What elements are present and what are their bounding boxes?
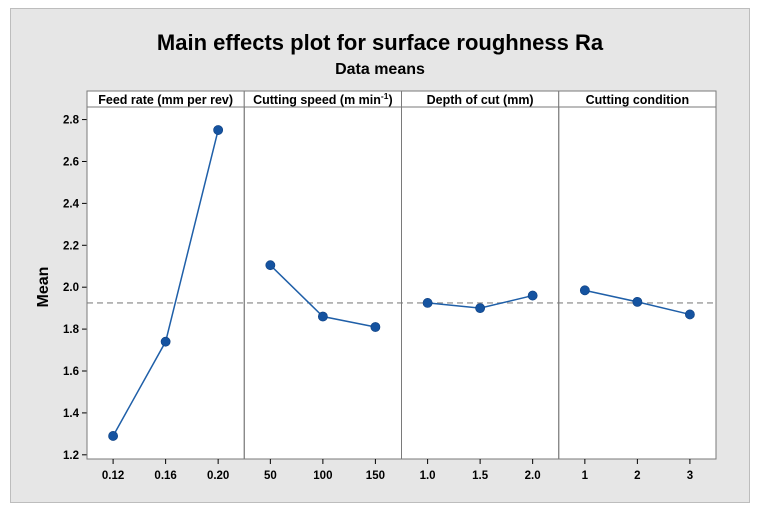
y-tick-label: 2.4 — [63, 198, 80, 210]
chart-subtitle: Data means — [335, 61, 425, 78]
x-tick-label: 50 — [264, 470, 277, 482]
x-tick-label: 1.5 — [472, 470, 489, 482]
data-point — [422, 298, 433, 308]
y-tick-label: 2.0 — [63, 282, 79, 294]
x-tick-label: 100 — [313, 470, 332, 482]
data-point — [265, 260, 276, 271]
x-tick-label: 2 — [634, 470, 640, 482]
panel-label-superscript: -1 — [381, 91, 389, 101]
x-tick-label: 2.0 — [525, 470, 541, 482]
panel-label-text: Cutting condition — [586, 93, 689, 107]
panel-label: Depth of cut (mm) — [427, 93, 534, 107]
x-tick-label: 0.20 — [207, 470, 229, 482]
data-point — [632, 296, 643, 307]
data-point — [684, 309, 695, 320]
data-point — [475, 303, 486, 314]
chart-title: Main effects plot for surface roughness … — [157, 30, 604, 55]
data-point — [579, 285, 590, 296]
plot-area: 1.2 1.4 1.6 1.8 2.0 2.2 2.4 2.6 2.8 Feed rate (mm… — [63, 90, 717, 482]
panel-label: Cutting condition — [586, 93, 689, 107]
data-point — [160, 336, 171, 347]
y-tick-label: 1.8 — [63, 324, 80, 336]
data-point — [108, 431, 119, 441]
data-point — [527, 290, 538, 301]
y-tick-label: 2.8 — [63, 115, 80, 127]
data-point — [213, 125, 224, 135]
panel-label-text: Feed rate (mm per rev) — [98, 93, 233, 107]
x-tick-label: 150 — [366, 470, 385, 482]
data-point — [317, 311, 328, 322]
x-tick-label: 0.12 — [102, 470, 124, 482]
data-point — [370, 322, 381, 332]
panel-label-text: Cutting speed (m min — [253, 93, 381, 107]
y-axis-title: Mean — [35, 267, 52, 308]
x-tick-label: 1 — [582, 470, 589, 482]
x-tick-label: 0.16 — [154, 470, 176, 482]
panel-label: Cutting speed (m min-1) — [253, 91, 393, 107]
panel-label: Feed rate (mm per rev) — [98, 93, 233, 107]
x-tick-label: 3 — [687, 470, 693, 482]
y-tick-label: 2.2 — [63, 240, 79, 252]
y-tick-label: 1.2 — [63, 450, 79, 462]
chart-frame: Main effects plot for surface roughness … — [10, 8, 750, 503]
main-effects-chart: Main effects plot for surface roughness … — [35, 30, 717, 482]
x-tick-label: 1.0 — [420, 470, 436, 482]
panel-label-text: Depth of cut (mm) — [427, 93, 534, 107]
y-tick-label: 1.4 — [63, 408, 80, 420]
y-tick-label: 1.6 — [63, 366, 79, 378]
panel-label-suffix: ) — [388, 93, 392, 107]
y-tick-label: 2.6 — [63, 156, 79, 168]
